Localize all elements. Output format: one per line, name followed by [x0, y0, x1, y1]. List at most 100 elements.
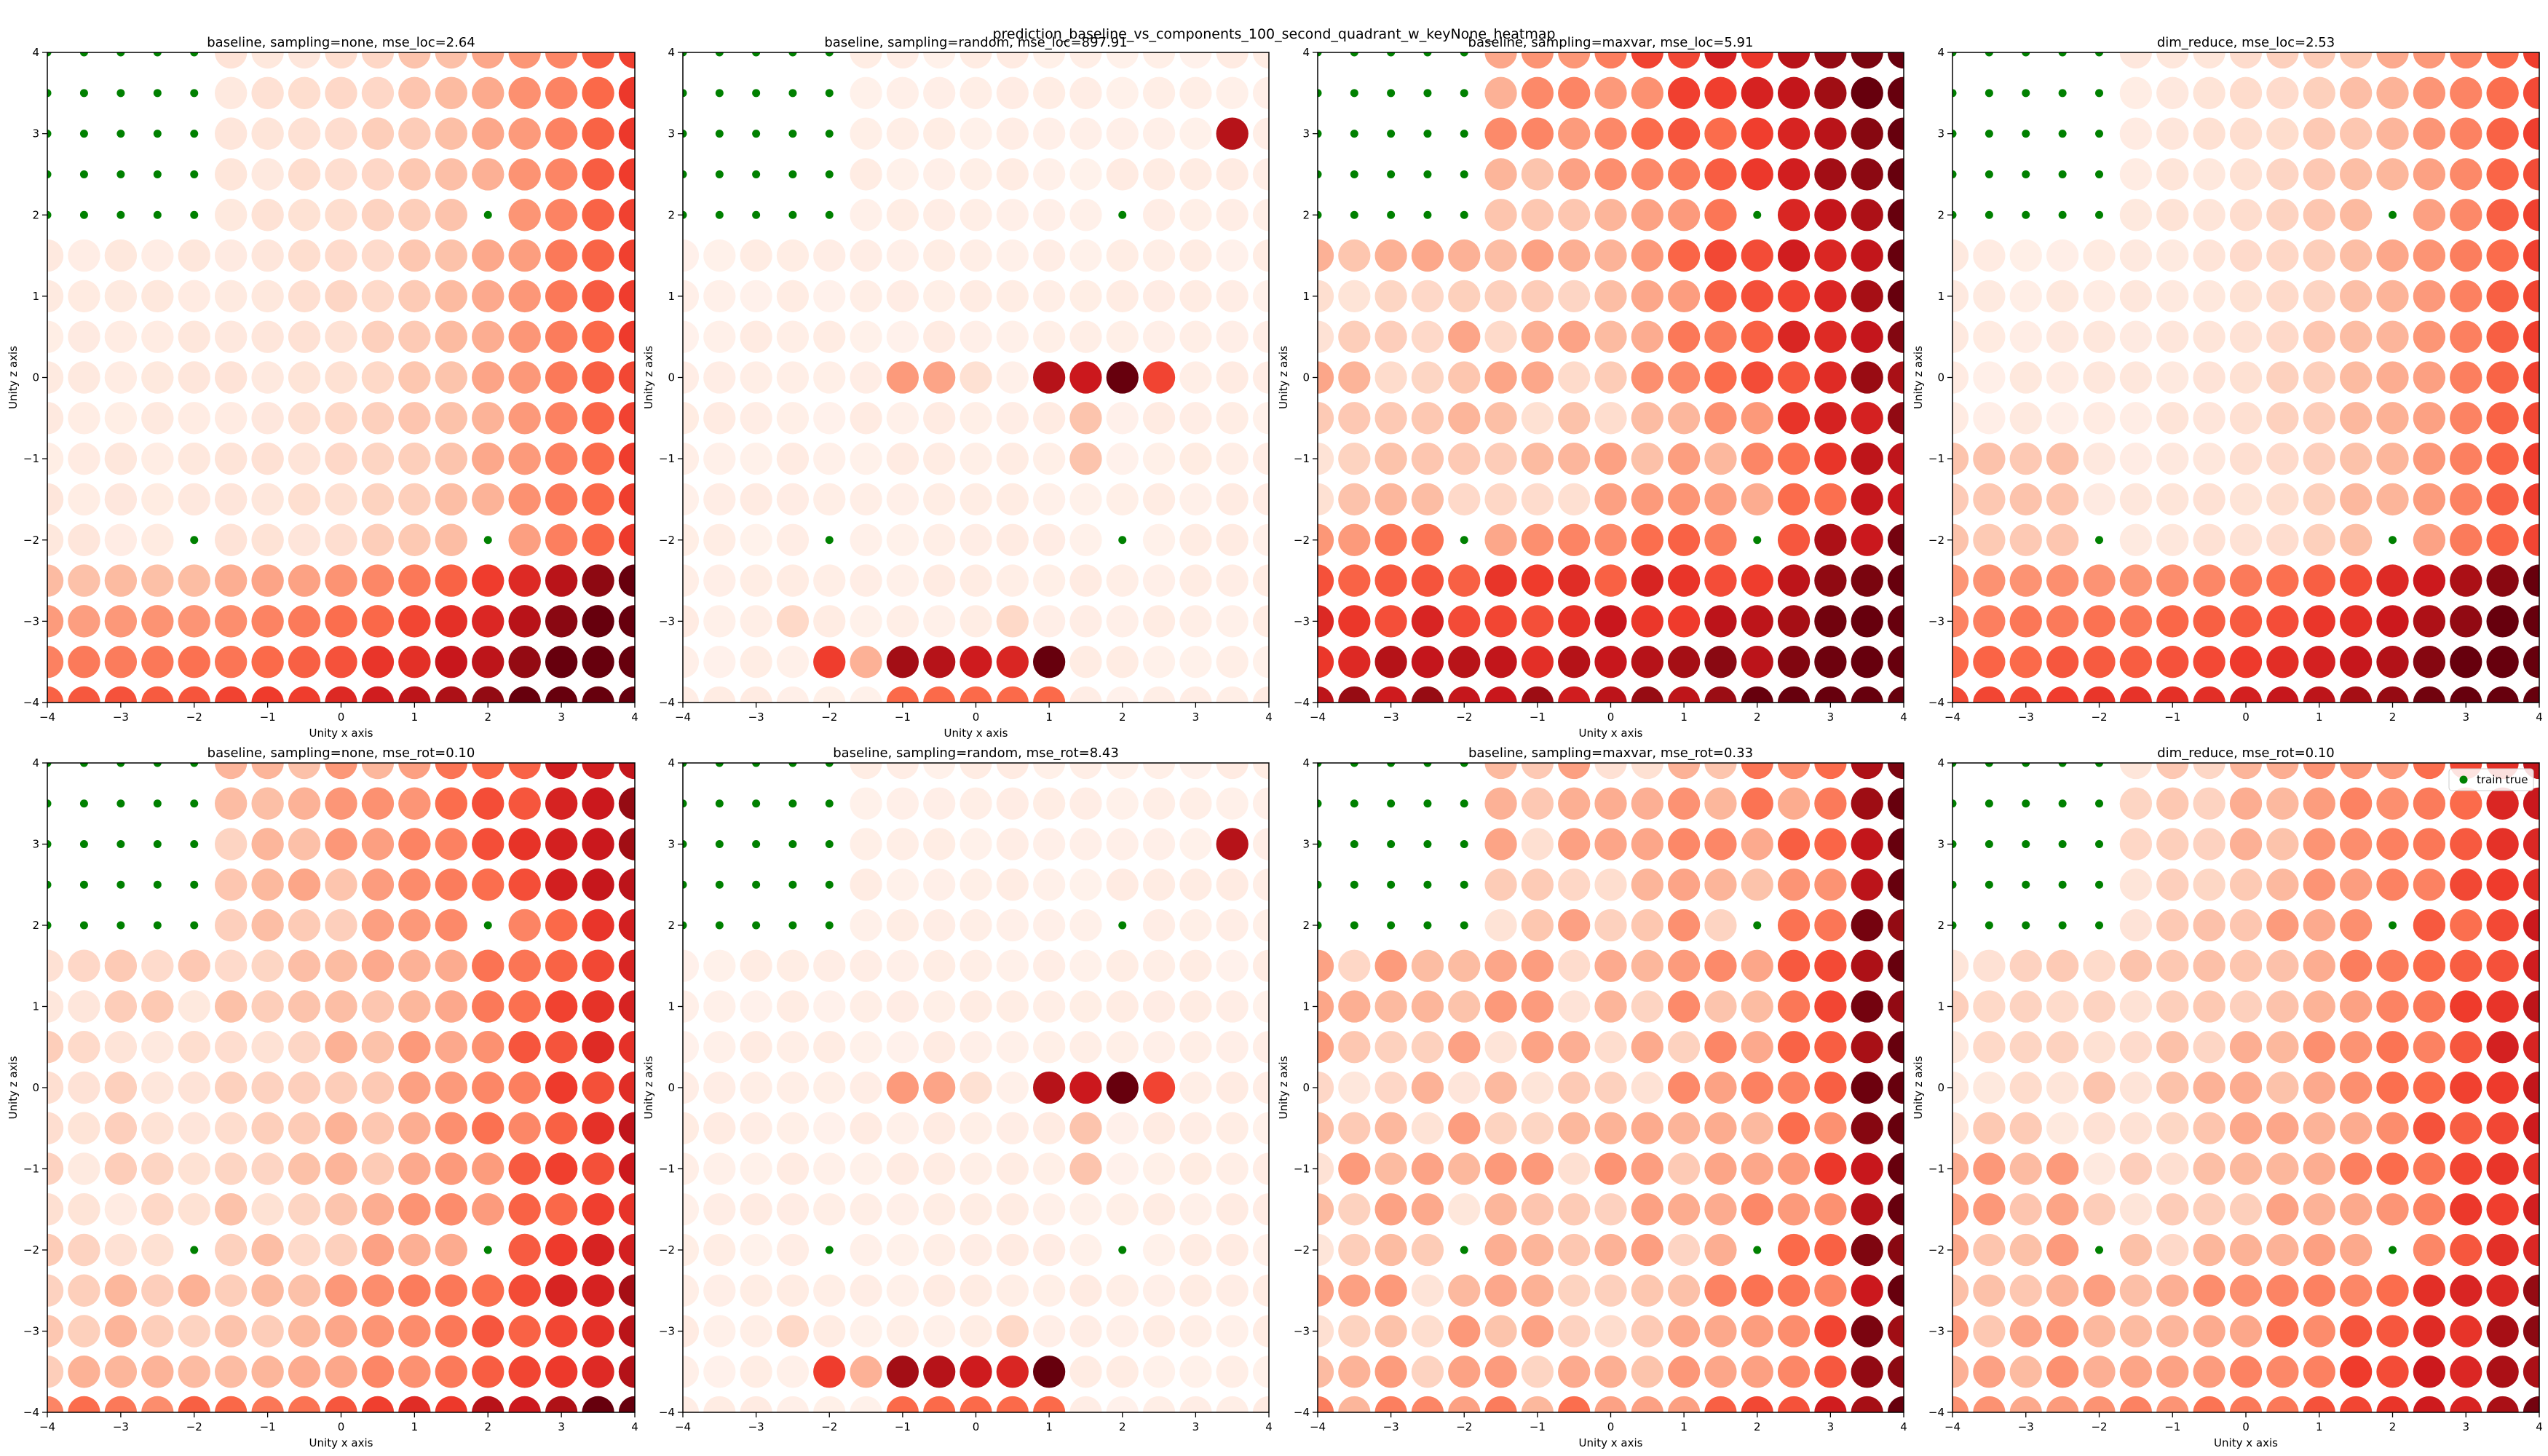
error-point — [1069, 1193, 1102, 1226]
error-point — [398, 280, 431, 313]
error-point — [2303, 1274, 2335, 1307]
error-point — [361, 564, 395, 597]
error-point — [740, 1031, 772, 1064]
error-point — [1484, 117, 1517, 150]
error-point — [1887, 523, 1904, 556]
error-point — [960, 1274, 992, 1307]
error-point — [1318, 239, 1334, 272]
error-point — [2339, 869, 2373, 901]
error-point — [68, 605, 100, 638]
error-point — [1667, 564, 1701, 597]
error-point — [776, 361, 810, 394]
error-point — [1558, 1396, 1591, 1412]
train-point — [79, 89, 88, 98]
error-point — [1631, 52, 1663, 69]
error-point — [1594, 239, 1627, 272]
error-point — [325, 1152, 357, 1185]
error-point — [104, 564, 138, 597]
error-point — [850, 646, 882, 678]
x-tick-label: −4 — [675, 711, 691, 724]
error-point — [2376, 1152, 2409, 1185]
error-point — [1558, 1152, 1591, 1185]
error-point — [1741, 646, 1773, 678]
error-point — [740, 1315, 772, 1348]
error-point — [1814, 158, 1847, 191]
error-point — [545, 1396, 578, 1412]
y-tick-label: −1 — [1928, 452, 1944, 465]
error-point — [2266, 483, 2299, 516]
error-point — [618, 1031, 635, 1064]
error-point — [960, 1071, 992, 1104]
error-point — [683, 686, 700, 703]
train-point — [752, 52, 761, 57]
error-point — [2450, 1356, 2482, 1388]
train-point — [1350, 210, 1358, 219]
error-point — [251, 763, 284, 780]
error-point — [1411, 402, 1444, 435]
error-point — [960, 1396, 992, 1412]
error-point — [1142, 76, 1176, 109]
error-point — [1032, 1193, 1066, 1226]
y-tick-label: 2 — [1937, 919, 1944, 932]
error-point — [1851, 787, 1883, 820]
error-point — [2266, 1193, 2299, 1226]
error-point — [325, 564, 357, 597]
error-point — [47, 442, 64, 475]
train-point — [2095, 840, 2103, 848]
error-point — [361, 52, 395, 69]
error-point — [1952, 646, 1969, 678]
error-point — [2229, 990, 2263, 1023]
error-point — [2486, 483, 2519, 516]
error-point — [1106, 402, 1139, 435]
error-point — [1216, 646, 1249, 678]
error-point — [618, 990, 635, 1023]
error-point — [1558, 869, 1591, 901]
error-point — [1106, 1356, 1139, 1388]
error-point — [1448, 1315, 1481, 1348]
train-point — [2095, 880, 2103, 889]
error-point — [2119, 605, 2153, 638]
error-point — [1448, 1274, 1481, 1307]
error-point — [1631, 686, 1663, 703]
error-point — [68, 1396, 100, 1412]
error-point — [1952, 442, 1969, 475]
error-point — [2229, 320, 2263, 353]
error-point — [2486, 1152, 2519, 1185]
error-point — [1252, 76, 1269, 109]
error-point — [2266, 869, 2299, 901]
error-point — [1069, 869, 1102, 901]
error-point — [251, 1193, 284, 1226]
error-point — [740, 1152, 772, 1185]
error-point — [251, 158, 284, 191]
error-point — [545, 1112, 578, 1144]
error-point — [813, 1193, 846, 1226]
error-point — [1484, 483, 1517, 516]
error-point — [923, 909, 956, 942]
error-point — [850, 442, 882, 475]
error-point — [251, 1152, 284, 1185]
error-point — [1851, 239, 1883, 272]
x-tick-label: 3 — [1192, 711, 1200, 724]
error-point — [1814, 949, 1847, 982]
error-point — [1558, 76, 1591, 109]
error-point — [1521, 117, 1554, 150]
error-point — [582, 1233, 614, 1267]
error-point — [2339, 949, 2373, 982]
error-point — [2193, 949, 2225, 982]
error-point — [1594, 1193, 1627, 1226]
error-point — [2376, 990, 2409, 1023]
error-point — [1179, 787, 1212, 820]
error-point — [251, 828, 284, 860]
error-point — [1484, 990, 1517, 1023]
error-point — [1142, 1274, 1176, 1307]
error-point — [960, 483, 992, 516]
error-point — [1374, 361, 1407, 394]
error-point — [288, 1396, 321, 1412]
error-point — [1142, 523, 1176, 556]
error-point — [1594, 686, 1627, 703]
error-point — [545, 1193, 578, 1226]
error-point — [361, 990, 395, 1023]
error-point — [923, 523, 956, 556]
error-point — [214, 239, 248, 272]
error-point — [683, 1071, 700, 1104]
